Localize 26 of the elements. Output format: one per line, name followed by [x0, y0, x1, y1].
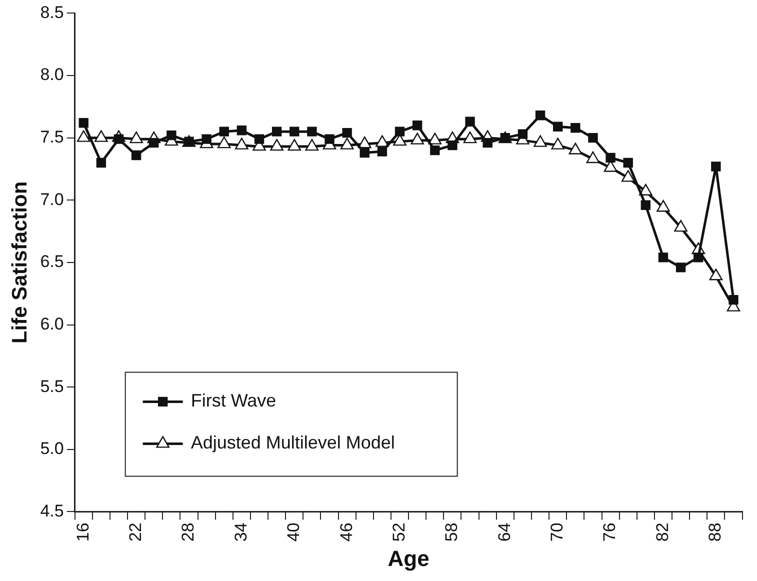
y-tick-label: 7.5	[40, 128, 64, 147]
x-tick-label: 40	[284, 522, 304, 542]
x-tick-label: 28	[178, 522, 198, 542]
x-tick-label: 46	[336, 522, 356, 542]
x-tick-label: 52	[389, 522, 408, 542]
y-tick-label: 6.0	[40, 314, 64, 334]
legend-label: Adjusted Multilevel Model	[190, 432, 395, 453]
x-axis-title: Age	[388, 546, 430, 571]
y-tick-label: 4.5	[40, 501, 64, 520]
y-tick-label: 8.5	[40, 2, 64, 22]
x-tick-label: 34	[231, 522, 250, 542]
x-tick-label: 70	[548, 522, 567, 542]
y-tick-label: 8.0	[40, 65, 64, 84]
y-tick-label: 5.5	[40, 376, 64, 396]
x-tick-label: 64	[494, 522, 514, 542]
y-tick-label: 5.0	[40, 439, 64, 458]
x-tick-label: 88	[706, 522, 725, 542]
x-tick-label: 82	[652, 522, 672, 542]
legend-label: First Wave	[190, 390, 276, 411]
x-tick-label: 76	[600, 522, 620, 542]
x-tick-label: 16	[73, 522, 92, 542]
y-tick-label: 7.0	[40, 190, 64, 209]
x-tick-label: 22	[126, 522, 145, 542]
y-axis-title: Life Satisfaction	[8, 181, 32, 344]
x-tick-label: 58	[442, 522, 462, 542]
y-tick-label: 6.5	[40, 252, 64, 272]
